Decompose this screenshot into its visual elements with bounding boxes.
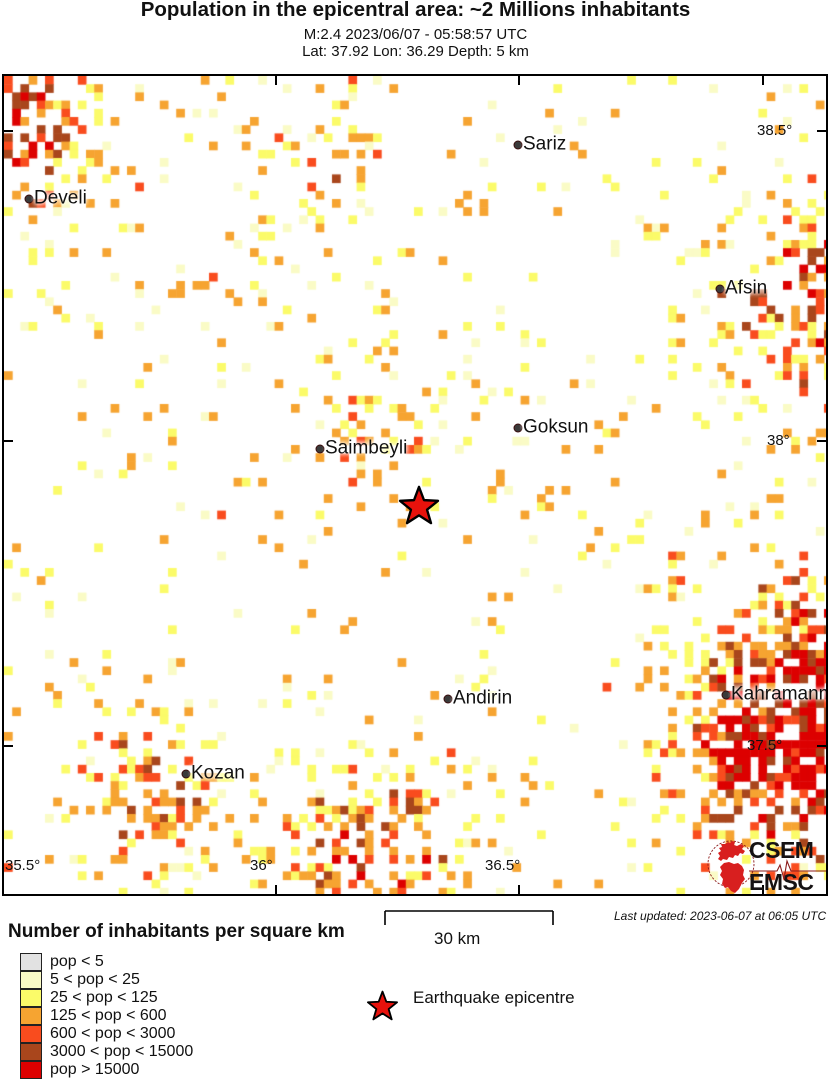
svg-text:EMSC: EMSC bbox=[749, 869, 813, 894]
svg-text:CSEM: CSEM bbox=[749, 838, 813, 863]
